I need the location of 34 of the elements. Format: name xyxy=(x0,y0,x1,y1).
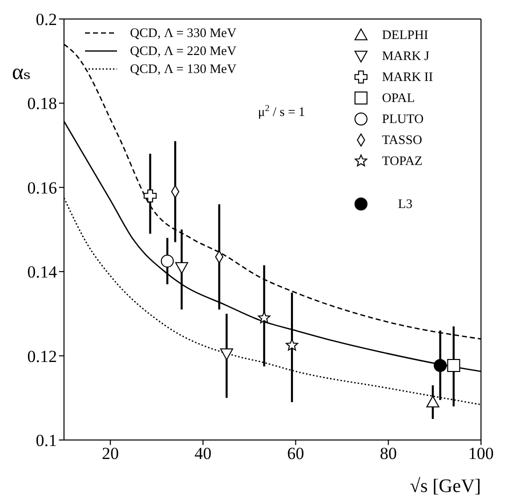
point xyxy=(426,396,440,408)
y-tick-label: 0.1 xyxy=(36,431,57,450)
y-tick-label: 0.14 xyxy=(27,262,58,282)
annotation: μ$^{2}$ / s = 1 xyxy=(258,103,306,119)
legend-label: TASSO xyxy=(382,132,422,148)
point xyxy=(160,254,174,268)
y-tick-label: 0.18 xyxy=(27,94,57,114)
legend-label: QCD, Λ = 220 MeV xyxy=(130,43,236,59)
y-axis-title: αₛ xyxy=(12,59,31,84)
y-tick-label: 0.12 xyxy=(27,346,57,366)
x-tick-label: 100 xyxy=(468,444,494,464)
legend-label: PLUTO xyxy=(382,110,424,126)
legend-label: MARK J xyxy=(382,48,430,64)
x-tick-label: 40 xyxy=(194,444,212,464)
point xyxy=(434,358,447,372)
legend-label: MARK II xyxy=(382,68,433,84)
legend-label: QCD, Λ = 330 MeV xyxy=(130,25,236,41)
legend-label: OPAL xyxy=(382,90,415,106)
x-tick-label: 60 xyxy=(287,444,304,464)
legend-label: DELPHI xyxy=(382,26,428,42)
y-tick-label: 0.16 xyxy=(27,178,57,198)
point xyxy=(144,189,157,202)
x-axis-title: √s [GeV] xyxy=(410,476,481,497)
x-tick-label: 20 xyxy=(102,444,119,464)
legend-label: L3 xyxy=(398,196,412,212)
x-tick-label: 80 xyxy=(380,444,397,464)
point xyxy=(258,311,270,324)
point xyxy=(175,262,188,274)
legend-label: QCD, Λ = 130 MeV xyxy=(130,61,236,77)
point xyxy=(286,338,298,351)
legend-label: TOPAZ xyxy=(382,152,422,168)
point xyxy=(447,358,460,372)
point xyxy=(220,348,234,360)
y-tick-label: 0.2 xyxy=(36,10,57,30)
